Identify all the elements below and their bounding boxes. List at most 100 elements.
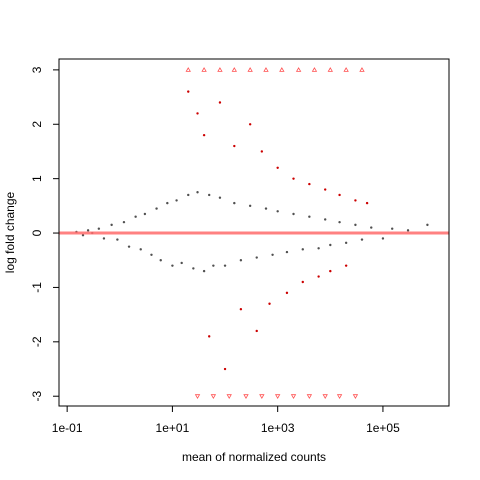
data-point-nonsignificant [344,241,348,245]
data-point-nonsignificant [116,238,119,241]
data-point-nonsignificant [354,223,357,227]
data-point-significant [354,199,357,202]
data-point-clipped-high [263,67,269,72]
data-point-significant [308,182,311,186]
data-point-nonsignificant [86,229,90,232]
data-point-nonsignificant [102,237,106,240]
y-tick-label: -2 [30,336,44,347]
data-point-clipped-high [343,67,349,72]
data-point-significant [233,144,236,148]
data-point-nonsignificant [175,199,178,202]
data-point-clipped-low [259,394,265,400]
data-point-nonsignificant [187,193,190,197]
y-tick-label: 1 [30,175,44,182]
data-point-nonsignificant [202,269,206,273]
x-tick-label: 1e+01 [156,421,190,435]
data-point-clipped-high [311,67,318,72]
data-point-significant [317,275,320,278]
data-point-significant [196,112,199,115]
data-point-nonsignificant [81,234,85,237]
data-point-nonsignificant [223,264,227,267]
data-point-significant [329,269,332,273]
data-point-nonsignificant [276,210,279,213]
y-tick-label: 2 [30,121,44,128]
data-point-nonsignificant [218,196,222,199]
data-point-clipped-high [279,67,285,72]
y-tick-label: 0 [30,229,44,236]
data-point-clipped-high [247,67,253,72]
data-point-significant [218,101,222,104]
data-point-clipped-high [359,67,365,72]
data-point-clipped-high [327,67,333,72]
data-point-clipped-low [210,394,217,400]
data-point-clipped-low [226,394,232,400]
data-point-clipped-high [217,67,223,72]
data-point-nonsignificant [212,264,215,267]
x-tick-label: 1e+03 [261,421,295,435]
data-point-significant [208,335,211,338]
data-point-clipped-high [295,67,302,72]
x-axis-label: mean of normalized counts [182,450,326,464]
data-point-nonsignificant [97,227,101,230]
data-point-nonsignificant [239,259,243,262]
data-point-nonsignificant [426,223,429,227]
data-point-significant [344,264,348,267]
data-point-nonsignificant [285,250,289,254]
data-point-clipped-low [322,394,328,400]
data-point-significant [187,90,190,93]
data-point-nonsignificant [233,201,236,205]
plot-area [75,67,429,400]
data-point-significant [260,150,264,153]
y-axis: -3 -2 -1 0 1 2 3 [30,66,60,402]
data-point-nonsignificant [292,212,295,216]
data-point-clipped-low [290,394,297,400]
data-point-nonsignificant [255,256,258,259]
data-point-nonsignificant [271,253,274,256]
data-point-clipped-low [194,394,201,400]
y-tick-label: -3 [30,391,44,402]
data-point-nonsignificant [406,229,410,232]
data-point-clipped-low [352,394,359,400]
data-point-nonsignificant [391,227,394,230]
data-point-nonsignificant [134,215,137,218]
data-point-nonsignificant [317,247,320,250]
data-point-significant [202,133,206,137]
data-point-nonsignificant [381,237,385,240]
data-point-significant [268,302,271,305]
data-point-significant [276,166,279,169]
data-point-clipped-low [243,394,249,400]
data-point-nonsignificant [122,220,126,224]
data-point-nonsignificant [171,264,174,267]
data-point-nonsignificant [248,204,252,208]
data-point-nonsignificant [155,207,158,210]
x-tick-label: 1e+05 [366,421,400,435]
data-point-significant [285,291,289,295]
data-point-significant [324,188,327,191]
data-point-nonsignificant [370,226,373,229]
data-point-significant [255,329,258,333]
y-axis-label: log fold change [3,191,17,273]
data-point-clipped-high [185,67,191,72]
data-point-nonsignificant [338,220,341,224]
data-point-nonsignificant [159,259,162,262]
data-point-significant [223,367,227,371]
data-point-nonsignificant [208,193,211,197]
data-point-nonsignificant [150,253,153,256]
data-point-nonsignificant [192,267,195,270]
y-tick-label: 3 [30,66,44,73]
x-tick-label: 1e-01 [52,421,83,435]
data-point-nonsignificant [139,248,142,251]
data-point-nonsignificant [196,191,199,194]
data-point-nonsignificant [360,238,364,241]
x-axis: 1e-01 1e+01 1e+03 1e+05 [52,405,400,435]
data-point-clipped-high [231,67,238,72]
data-point-clipped-high [201,67,207,72]
y-tick-label: -1 [30,282,44,293]
data-point-nonsignificant [166,201,169,205]
data-point-significant [365,201,369,205]
data-point-nonsignificant [324,218,327,221]
data-point-nonsignificant [110,223,113,227]
data-point-significant [292,177,295,180]
data-point-nonsignificant [180,261,183,265]
